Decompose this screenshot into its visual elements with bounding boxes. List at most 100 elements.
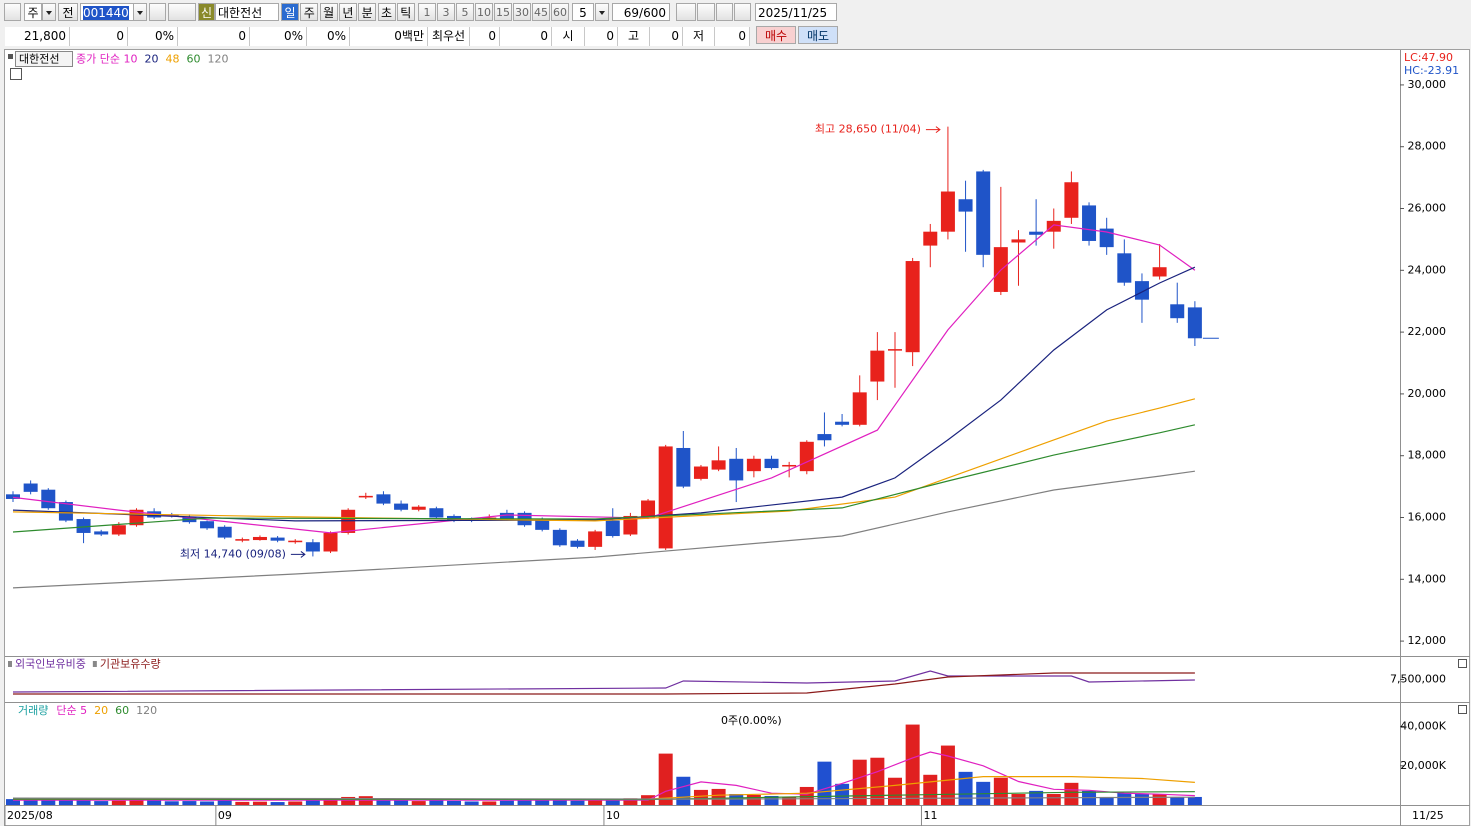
panel-close[interactable] <box>1458 659 1467 668</box>
volume-bar <box>23 799 38 805</box>
dropdown-arrow[interactable] <box>133 3 147 21</box>
search-button[interactable] <box>149 3 166 21</box>
legend-bullet <box>8 54 13 59</box>
candle-body <box>940 191 955 232</box>
interval-button[interactable]: 년 <box>338 3 357 21</box>
save-button[interactable] <box>716 3 733 21</box>
candle-body <box>1029 231 1044 235</box>
name-input[interactable]: 대한전선 <box>215 3 279 21</box>
chart-tool[interactable] <box>676 3 696 21</box>
quote-field: 저 <box>683 27 715 46</box>
new-tag[interactable]: 신 <box>198 3 215 21</box>
quote-field: 0 <box>70 27 128 46</box>
volume-bar <box>1134 794 1149 805</box>
volume-bar <box>1170 796 1185 805</box>
legend-entry: 20 <box>94 704 108 717</box>
legend-entry: 단순 5 <box>56 704 87 717</box>
interval-button[interactable]: 주 <box>300 3 319 21</box>
candle-body <box>817 434 832 441</box>
candle-body <box>852 392 867 425</box>
step-button[interactable]: 10 <box>475 3 493 21</box>
candle-body <box>1011 239 1026 243</box>
volume-bar <box>111 800 126 805</box>
dropdown-arrow[interactable] <box>595 3 609 21</box>
buy-button[interactable]: 매수 <box>756 26 796 44</box>
candle-body <box>1046 220 1061 232</box>
volume-bar <box>958 771 973 805</box>
volume-bar <box>782 796 797 805</box>
legend-entry: 120 <box>207 53 228 66</box>
last-date: 11/25 <box>1412 809 1444 822</box>
volume-bar <box>376 799 391 805</box>
table-icon[interactable] <box>10 68 22 80</box>
code-input[interactable]: 001440 <box>80 3 134 21</box>
quote-field: 0% <box>250 27 307 46</box>
volume-bar <box>535 800 550 805</box>
candle-body <box>923 231 938 246</box>
candle-body <box>111 525 126 535</box>
candle-body <box>1117 253 1132 283</box>
interval-button[interactable]: 월 <box>319 3 338 21</box>
candle-body <box>799 441 814 472</box>
interval-button[interactable]: 틱 <box>396 3 415 21</box>
volume-bar <box>464 801 479 805</box>
high-arrow <box>925 126 941 134</box>
chart-tool[interactable] <box>697 3 715 21</box>
sound-button[interactable] <box>168 3 196 21</box>
ma-line <box>12 470 1195 589</box>
volume-note: 0주(0.00%) <box>721 714 782 727</box>
quote-field: 0 <box>178 27 250 46</box>
prev-button[interactable]: 전 <box>58 3 78 21</box>
volume-bar <box>1064 782 1079 805</box>
interval-button[interactable]: 분 <box>358 3 377 21</box>
step-button[interactable]: 60 <box>551 3 569 21</box>
volume-bar <box>217 800 232 805</box>
interval-button[interactable]: 초 <box>377 3 396 21</box>
count-select[interactable]: 5 <box>572 3 594 21</box>
volume-bar <box>888 777 902 805</box>
dropdown-arrow[interactable] <box>42 3 56 21</box>
candle-body <box>288 540 303 543</box>
volume-bar <box>1187 796 1202 805</box>
volume-bar <box>323 799 338 805</box>
legend-entry: 60 <box>115 704 129 717</box>
volume-bar <box>605 799 620 805</box>
legend-entry: 20 <box>144 53 158 66</box>
candle-body <box>58 502 73 521</box>
quote-field: 0% <box>307 27 350 46</box>
legend-entry: 종가 단순 10 <box>76 53 137 66</box>
volume-bar <box>817 761 832 805</box>
y-tick-label: 28,000 <box>1408 140 1447 153</box>
quote-field: 21,800 <box>5 27 70 46</box>
legend-title-box[interactable] <box>15 51 73 67</box>
volume-bar <box>394 800 409 805</box>
step-button[interactable]: 3 <box>437 3 455 21</box>
candle-body <box>905 261 920 353</box>
volume-bar <box>570 800 585 805</box>
legend-bullet <box>8 661 12 667</box>
candle-body <box>341 509 356 533</box>
layout-button[interactable] <box>4 3 21 21</box>
period-select[interactable]: 주 <box>24 3 42 21</box>
settings-button[interactable] <box>734 3 751 21</box>
sell-button[interactable]: 매도 <box>798 26 838 44</box>
candle-body <box>588 531 603 547</box>
candle-body <box>411 506 426 510</box>
step-button[interactable]: 1 <box>418 3 436 21</box>
step-button[interactable]: 30 <box>513 3 531 21</box>
candle-body <box>693 466 708 479</box>
quote-bar: 21,800 0 0% 0 0% 0% 0백만 최우선 0 0 시 0 고 0 저 0 매수 매도 <box>0 25 1471 47</box>
volume-bar <box>429 799 444 805</box>
volume-bar <box>41 800 56 805</box>
panel-close[interactable] <box>1458 705 1467 714</box>
step-button[interactable]: 45 <box>532 3 550 21</box>
candle-body <box>976 171 991 255</box>
volume-bar <box>499 800 514 805</box>
interval-button[interactable]: 일 <box>281 3 299 21</box>
volume-bar <box>1011 794 1026 805</box>
date-input[interactable]: 2025/11/25 <box>755 3 837 21</box>
volume-bar <box>1152 794 1167 805</box>
step-button[interactable]: 15 <box>494 3 512 21</box>
step-button[interactable]: 5 <box>456 3 474 21</box>
